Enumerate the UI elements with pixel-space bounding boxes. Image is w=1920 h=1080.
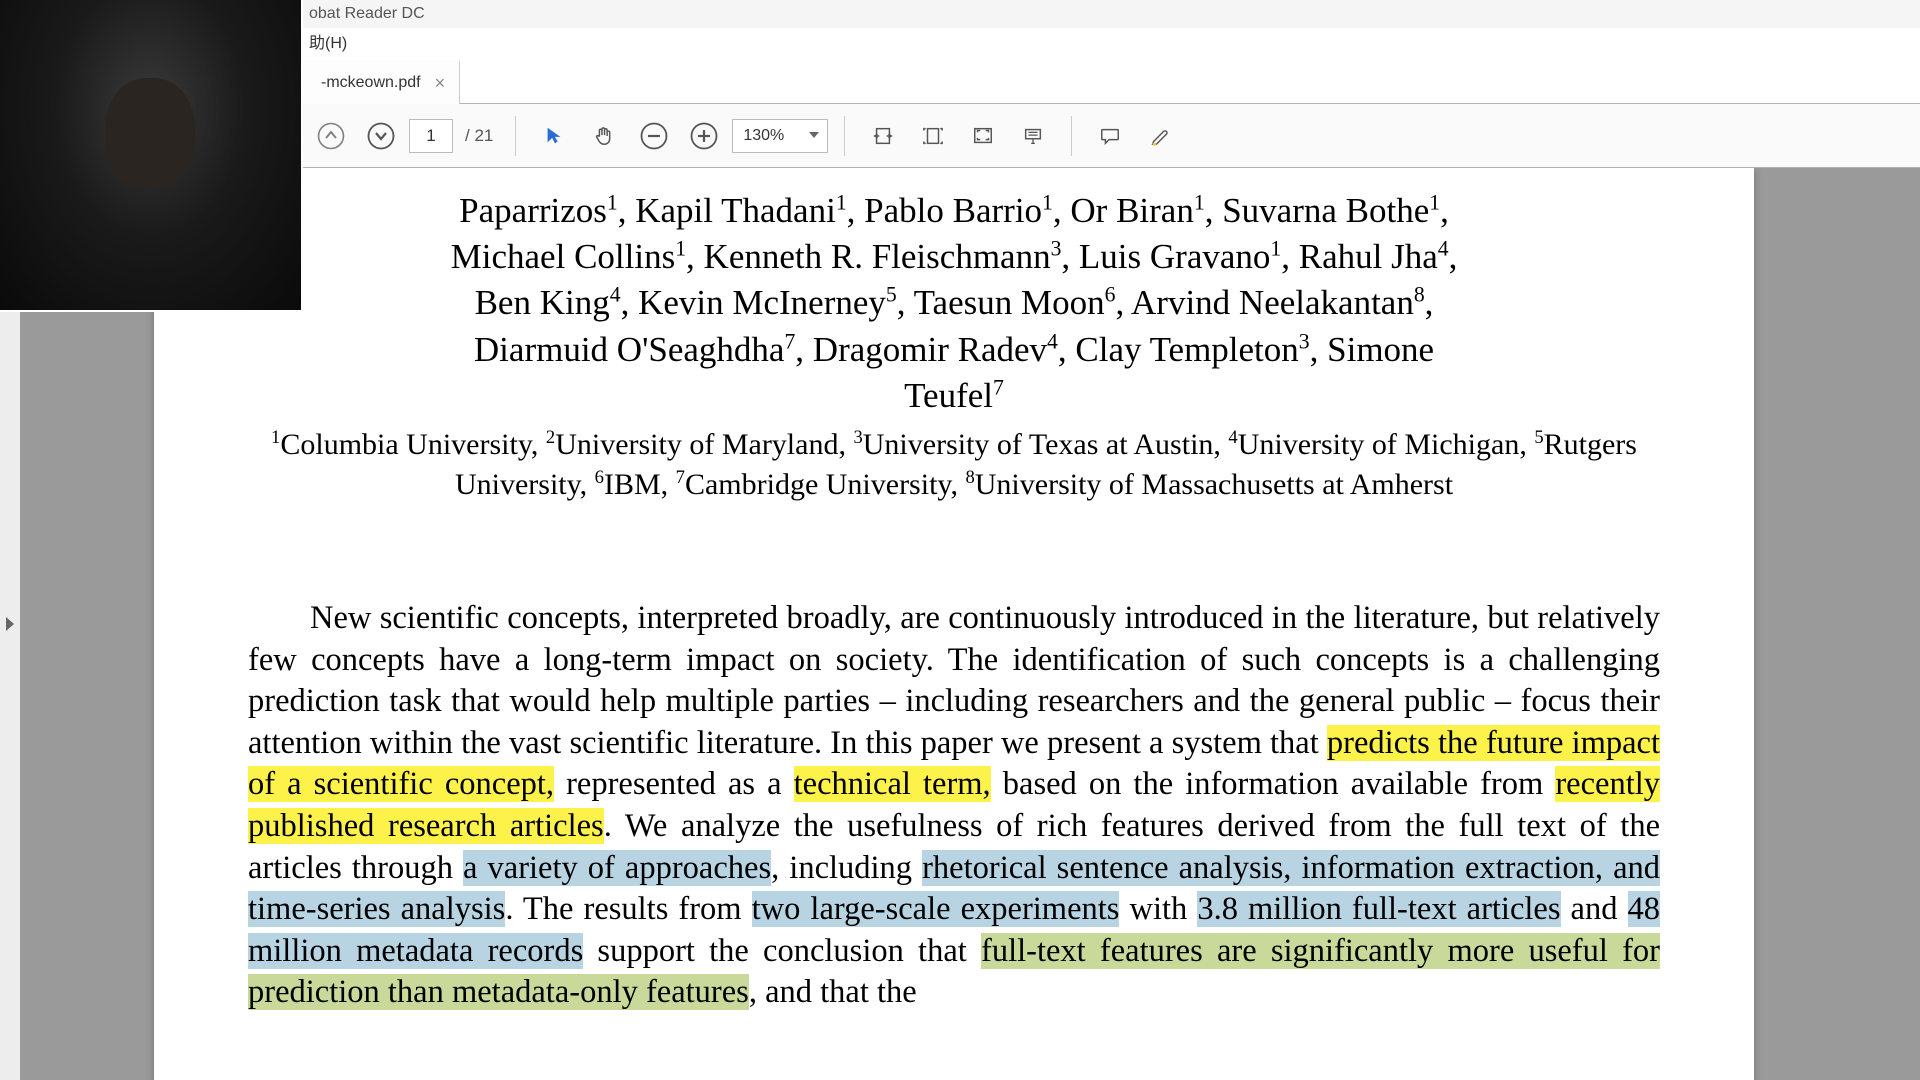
toolbar-separator [515, 116, 516, 156]
affiliations-block: 1Columbia University, 2University of Mar… [248, 425, 1660, 506]
highlight-blue: a variety of approaches [463, 850, 771, 886]
page-total-label: / 21 [459, 126, 499, 146]
abstract-text: , and that the [749, 974, 917, 1010]
highlight-yellow: technical term, [794, 766, 991, 802]
abstract-text: and [1561, 891, 1628, 927]
authors-line: Diarmuid O'Seaghdha7, Dragomir Radev4, C… [474, 330, 1434, 369]
chevron-right-icon [6, 617, 14, 631]
authors-line: Teufel7 [904, 376, 1004, 415]
menu-bar[interactable]: 助(H) [303, 28, 1920, 60]
tab-bar: -mckeown.pdf × [303, 60, 1920, 104]
abstract-text: with [1119, 891, 1197, 927]
toolbar-separator [1071, 116, 1072, 156]
authors-line: Michael Collins1, Kenneth R. Fleischmann… [451, 237, 1458, 276]
zoom-value: 130% [743, 127, 784, 145]
fit-width-button[interactable] [861, 114, 905, 158]
webcam-overlay [0, 0, 303, 312]
page-up-button[interactable] [309, 114, 353, 158]
page-down-button[interactable] [359, 114, 403, 158]
zoom-level-select[interactable]: 130% [732, 119, 828, 153]
abstract-text: , including [771, 850, 922, 886]
fullscreen-button[interactable] [961, 114, 1005, 158]
abstract-text: support the conclusion that [583, 933, 981, 969]
window-titlebar: obat Reader DC [303, 0, 1920, 28]
highlight-blue: 3.8 million full-text articles [1197, 891, 1560, 927]
tab-filename: -mckeown.pdf [321, 74, 421, 92]
fit-page-button[interactable] [911, 114, 955, 158]
highlight-button[interactable] [1138, 114, 1182, 158]
page-number-input[interactable] [409, 119, 453, 153]
abstract-text: based on the information available from [991, 766, 1556, 802]
pdf-page: Paparrizos1, Kapil Thadani1, Pablo Barri… [154, 168, 1754, 1080]
hand-tool-button[interactable] [582, 114, 626, 158]
menu-help[interactable]: 助(H) [309, 35, 347, 52]
document-tab[interactable]: -mckeown.pdf × [303, 60, 460, 104]
toolbar-separator [844, 116, 845, 156]
abstract-text: . The results from [505, 891, 751, 927]
read-aloud-button[interactable] [1011, 114, 1055, 158]
comment-button[interactable] [1088, 114, 1132, 158]
abstract-text: represented as a [554, 766, 794, 802]
close-tab-icon[interactable]: × [435, 73, 446, 94]
zoom-in-button[interactable] [682, 114, 726, 158]
window-title: obat Reader DC [309, 5, 425, 22]
chevron-down-icon [809, 132, 819, 138]
abstract-paragraph[interactable]: New scientific concepts, interpreted bro… [248, 598, 1660, 1014]
authors-line: Ben King4, Kevin McInerney5, Taesun Moon… [475, 283, 1434, 322]
authors-line: Paparrizos1, Kapil Thadani1, Pablo Barri… [459, 191, 1449, 230]
highlight-blue: two large-scale experiments [752, 891, 1120, 927]
zoom-out-button[interactable] [632, 114, 676, 158]
toolbar: / 21 130% [303, 104, 1920, 168]
webcam-placeholder [0, 0, 301, 310]
selection-tool-button[interactable] [532, 114, 576, 158]
authors-block: Paparrizos1, Kapil Thadani1, Pablo Barri… [248, 188, 1660, 419]
